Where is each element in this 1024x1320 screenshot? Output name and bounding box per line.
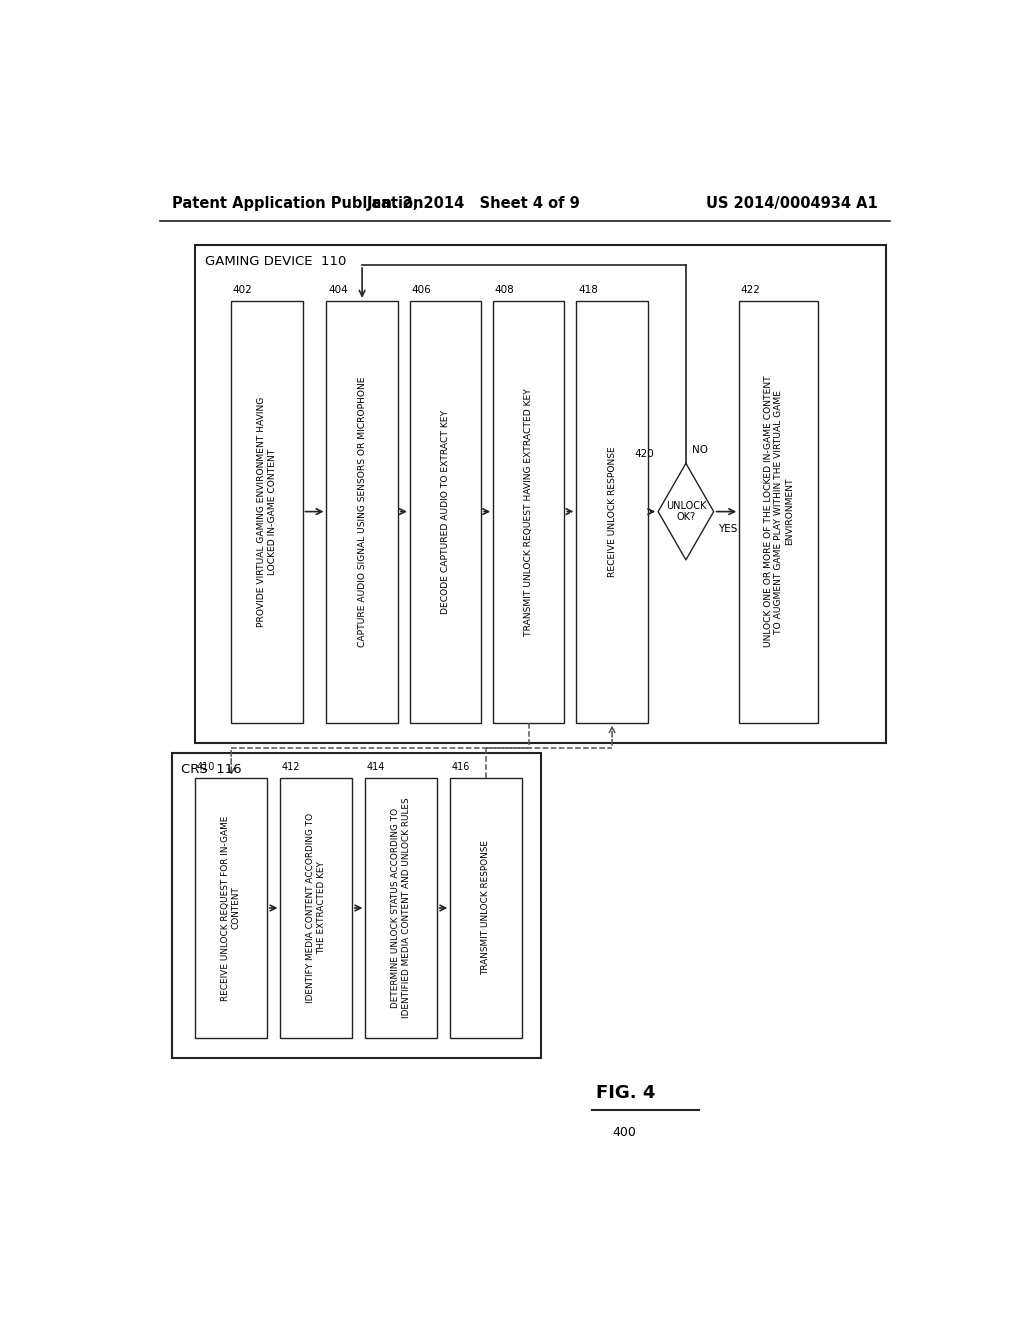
- FancyBboxPatch shape: [196, 779, 267, 1038]
- Text: DETERMINE UNLOCK STATUS ACCORDING TO
IDENTIFIED MEDIA CONTENT AND UNLOCK RULES: DETERMINE UNLOCK STATUS ACCORDING TO IDE…: [391, 797, 411, 1018]
- Text: US 2014/0004934 A1: US 2014/0004934 A1: [707, 195, 878, 211]
- Text: GAMING DEVICE  110: GAMING DEVICE 110: [205, 255, 346, 268]
- Text: PROVIDE VIRTUAL GAMING ENVIRONMENT HAVING
LOCKED IN-GAME CONTENT: PROVIDE VIRTUAL GAMING ENVIRONMENT HAVIN…: [257, 396, 276, 627]
- FancyBboxPatch shape: [451, 779, 521, 1038]
- FancyBboxPatch shape: [327, 301, 397, 722]
- Text: 414: 414: [367, 763, 385, 772]
- Text: TRANSMIT UNLOCK RESPONSE: TRANSMIT UNLOCK RESPONSE: [481, 841, 490, 975]
- FancyBboxPatch shape: [172, 752, 541, 1057]
- Text: RECEIVE UNLOCK REQUEST FOR IN-GAME
CONTENT: RECEIVE UNLOCK REQUEST FOR IN-GAME CONTE…: [221, 816, 241, 1001]
- Text: UNLOCK
OK?: UNLOCK OK?: [666, 500, 707, 523]
- Text: 406: 406: [412, 285, 431, 294]
- FancyBboxPatch shape: [577, 301, 648, 722]
- Text: 402: 402: [232, 285, 253, 294]
- Text: FIG. 4: FIG. 4: [596, 1085, 655, 1102]
- Text: CAPTURE AUDIO SIGNAL USING SENSORS OR MICROPHONE: CAPTURE AUDIO SIGNAL USING SENSORS OR MI…: [357, 376, 367, 647]
- FancyBboxPatch shape: [366, 779, 436, 1038]
- Text: NO: NO: [692, 445, 709, 455]
- Text: UNLOCK ONE OR MORE OF THE LOCKED IN-GAME CONTENT
TO AUGMENT GAME PLAY WITHIN THE: UNLOCK ONE OR MORE OF THE LOCKED IN-GAME…: [764, 376, 794, 648]
- Text: RECEIVE UNLOCK RESPONSE: RECEIVE UNLOCK RESPONSE: [607, 446, 616, 577]
- Text: 412: 412: [282, 763, 300, 772]
- Text: 422: 422: [740, 285, 761, 294]
- FancyBboxPatch shape: [231, 301, 303, 722]
- FancyBboxPatch shape: [281, 779, 352, 1038]
- FancyBboxPatch shape: [196, 244, 886, 743]
- Text: 404: 404: [328, 285, 348, 294]
- Text: Patent Application Publication: Patent Application Publication: [172, 195, 423, 211]
- Text: YES: YES: [718, 524, 737, 533]
- Text: TRANSMIT UNLOCK REQUEST HAVING EXTRACTED KEY: TRANSMIT UNLOCK REQUEST HAVING EXTRACTED…: [524, 388, 534, 635]
- Text: 418: 418: [578, 285, 598, 294]
- Text: 410: 410: [197, 763, 215, 772]
- Text: DECODE CAPTURED AUDIO TO EXTRACT KEY: DECODE CAPTURED AUDIO TO EXTRACT KEY: [441, 409, 450, 614]
- Text: 400: 400: [612, 1126, 636, 1139]
- FancyBboxPatch shape: [494, 301, 564, 722]
- Text: 420: 420: [635, 449, 654, 459]
- Text: CRS  116: CRS 116: [181, 763, 242, 776]
- FancyBboxPatch shape: [739, 301, 818, 722]
- Text: Jan. 2, 2014   Sheet 4 of 9: Jan. 2, 2014 Sheet 4 of 9: [367, 195, 580, 211]
- Text: 416: 416: [452, 763, 470, 772]
- Text: 408: 408: [495, 285, 514, 294]
- FancyBboxPatch shape: [410, 301, 481, 722]
- Text: IDENTIFY MEDIA CONTENT ACCORDING TO
THE EXTRACTED KEY: IDENTIFY MEDIA CONTENT ACCORDING TO THE …: [306, 813, 326, 1003]
